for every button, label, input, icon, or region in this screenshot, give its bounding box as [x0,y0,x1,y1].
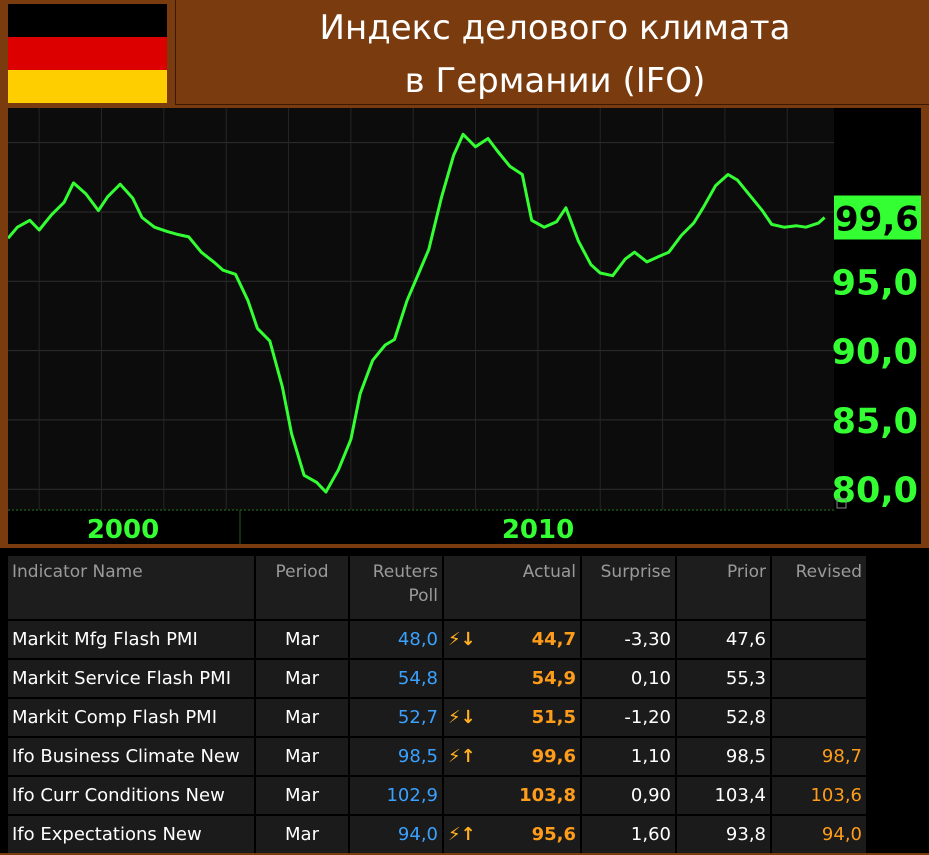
plot-area [8,108,834,510]
header-poll-line-1: Reuters [372,562,438,582]
surprise-cell: 1,60 [582,816,675,853]
revised-cell: 103,6 [772,777,866,814]
flag-stripe-gold [8,70,167,103]
surprise-cell: -3,30 [582,621,675,658]
table-row[interactable]: Markit Mfg Flash PMI Mar 48,0 ⚡↓ 44,7 -3,30 47… [8,621,866,658]
y-tick-label: 90,0 [832,333,918,373]
actual-value: 103,8 [519,785,576,806]
indicator-table: Indicator Name Period Reuters Poll Actual… [6,554,868,855]
table-header-row: Indicator Name Period Reuters Poll Actual… [8,556,866,619]
germany-flag-icon [8,4,167,103]
surprise-cell: 0,10 [582,660,675,697]
ifo-line-chart: 80,0 85,0 90,0 95,0 2000 2010 99,6 [6,108,921,545]
revised-cell: 98,7 [772,738,866,775]
header-period[interactable]: Period [256,556,348,619]
reuters-poll-cell: 98,5 [350,738,442,775]
actual-cell: ⚡↓ 51,5 [444,699,580,736]
table-row[interactable]: Markit Comp Flash PMI Mar 52,7 ⚡↓ 51,5 -1,20 5… [8,699,866,736]
reuters-poll-cell: 94,0 [350,816,442,853]
actual-cell: ⚡↑ 95,6 [444,816,580,853]
y-tick-label: 85,0 [832,402,918,442]
period-cell: Mar [256,621,348,658]
ifo-series-line [6,132,826,494]
surprise-flag-icon: ⚡↓ [448,629,476,650]
reuters-poll-cell: 48,0 [350,621,442,658]
indicator-name-cell: Markit Service Flash PMI [8,660,254,697]
actual-value: 51,5 [531,707,576,728]
surprise-cell: 1,10 [582,738,675,775]
flag-stripe-black [8,4,167,37]
prior-cell: 98,5 [677,738,770,775]
chart-panel: 80,0 85,0 90,0 95,0 2000 2010 99,6 [6,108,921,545]
header-poll-line-2: Poll [408,586,439,606]
last-value-label: 99,6 [835,200,919,240]
header-revised[interactable]: Revised [772,556,866,619]
indicator-table-panel: Indicator Name Period Reuters Poll Actual… [0,548,929,853]
reuters-poll-cell: 52,7 [350,699,442,736]
actual-cell: ⚡↑ 99,6 [444,738,580,775]
indicator-name-cell: Ifo Curr Conditions New [8,777,254,814]
header-prior[interactable]: Prior [677,556,770,619]
prior-cell: 55,3 [677,660,770,697]
surprise-cell: 0,90 [582,777,675,814]
revised-cell [772,699,866,736]
actual-cell: 103,8 [444,777,580,814]
axis-marker-icon [836,498,847,509]
actual-value: 44,7 [531,629,576,650]
header-surprise[interactable]: Surprise [582,556,675,619]
header-actual[interactable]: Actual [444,556,580,619]
header-reuters-poll[interactable]: Reuters Poll [350,556,442,619]
header-divider [175,0,176,105]
prior-cell: 103,4 [677,777,770,814]
last-value-badge [834,195,921,240]
table-row[interactable]: Ifo Curr Conditions New Mar 102,9 103,8 0,90… [8,777,866,814]
period-cell: Mar [256,660,348,697]
table-row[interactable]: Ifo Business Climate New Mar 98,5 ⚡↑ 99,6 1,1… [8,738,866,775]
reuters-poll-cell: 102,9 [350,777,442,814]
surprise-flag-icon: ⚡↑ [448,746,476,767]
indicator-name-cell: Ifo Business Climate New [8,738,254,775]
actual-value: 99,6 [531,746,576,767]
table-row[interactable]: Markit Service Flash PMI Mar 54,8 54,9 0,10 5… [8,660,866,697]
prior-cell: 93,8 [677,816,770,853]
x-tick-label: 2010 [502,515,574,544]
revised-cell [772,621,866,658]
prior-cell: 52,8 [677,699,770,736]
header-indicator-name[interactable]: Indicator Name [8,556,254,619]
y-tick-label: 80,0 [832,471,918,511]
flag-stripe-red [8,37,167,70]
indicator-name-cell: Markit Comp Flash PMI [8,699,254,736]
title-line-1: Индекс делового климата [319,8,791,48]
surprise-cell: -1,20 [582,699,675,736]
actual-cell: 54,9 [444,660,580,697]
table-body: Markit Mfg Flash PMI Mar 48,0 ⚡↓ 44,7 -3,30 47… [8,621,866,853]
period-cell: Mar [256,699,348,736]
indicator-name-cell: Ifo Expectations New [8,816,254,853]
table-row[interactable]: Ifo Expectations New Mar 94,0 ⚡↑ 95,6 1,60 93,… [8,816,866,853]
period-cell: Mar [256,816,348,853]
header-divider-bottom [175,104,929,105]
prior-cell: 47,6 [677,621,770,658]
page-title: Индекс делового климата в Германии (IFO) [180,0,929,108]
reuters-poll-cell: 54,8 [350,660,442,697]
actual-cell: ⚡↓ 44,7 [444,621,580,658]
surprise-flag-icon: ⚡↑ [448,824,476,845]
revised-cell [772,660,866,697]
actual-value: 95,6 [531,824,576,845]
title-line-2: в Германии (IFO) [404,61,706,101]
x-tick-label: 2000 [87,515,159,544]
surprise-flag-icon: ⚡↓ [448,707,476,728]
y-tick-label: 95,0 [832,263,918,303]
actual-value: 54,9 [531,668,576,689]
period-cell: Mar [256,777,348,814]
revised-cell: 94,0 [772,816,866,853]
period-cell: Mar [256,738,348,775]
indicator-name-cell: Markit Mfg Flash PMI [8,621,254,658]
